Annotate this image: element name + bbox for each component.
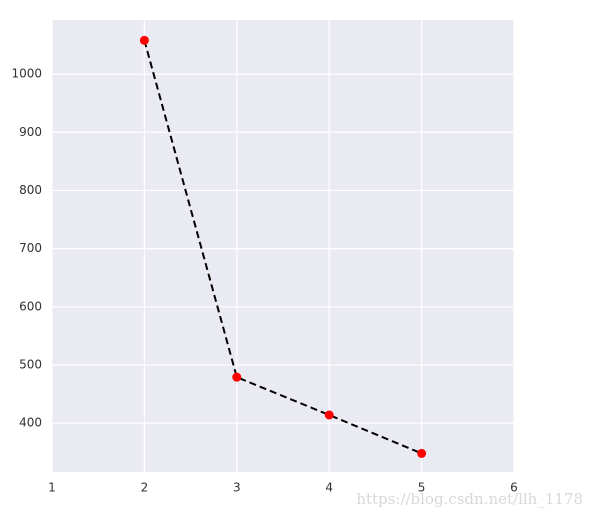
marker	[417, 448, 427, 458]
line	[143, 40, 422, 455]
y-tick-label: 500	[19, 357, 42, 371]
y-tick-label: 800	[19, 183, 42, 197]
y-tick-label: 400	[19, 416, 42, 430]
y-tick-label: 1000	[11, 67, 42, 81]
x-tick-label: 1	[48, 481, 56, 495]
x-tick-label: 6	[510, 481, 518, 495]
x-tick-label: 2	[141, 481, 149, 495]
x-tick-label: 5	[418, 481, 426, 495]
marker	[232, 372, 242, 382]
marker	[139, 35, 149, 45]
x-tick-label: 4	[325, 481, 333, 495]
y-tick-label: 900	[19, 125, 42, 139]
y-tick-label: 600	[19, 299, 42, 313]
y-tick-label: 700	[19, 241, 42, 255]
plot-area	[52, 20, 514, 472]
x-tick-label: 3	[233, 481, 241, 495]
marker	[324, 410, 334, 420]
watermark: https://blog.csdn.net/llh_1178	[356, 490, 583, 508]
